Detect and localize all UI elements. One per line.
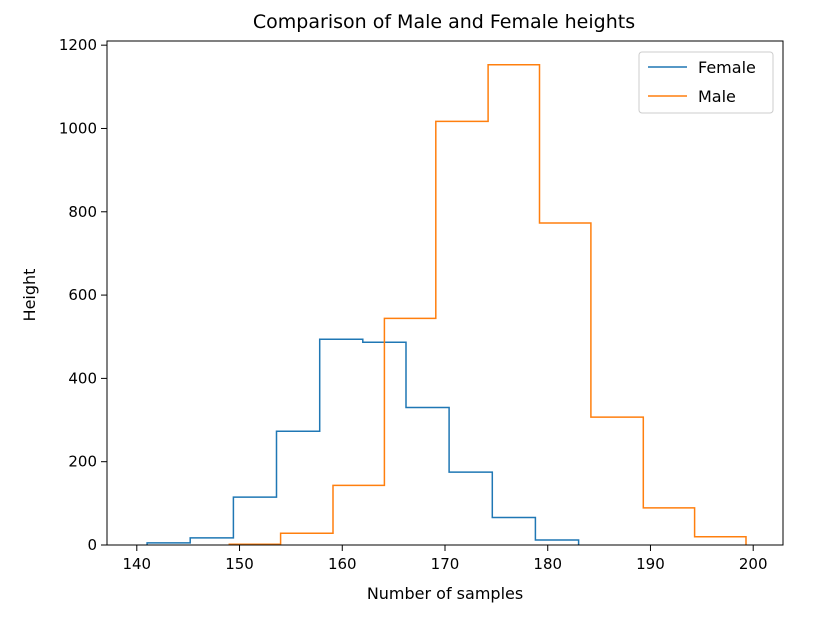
x-tick-label: 200 [739, 555, 768, 573]
legend-label-male: Male [698, 87, 736, 106]
series-male-histogram [228, 63, 747, 545]
y-axis-ticks: 0 200 400 600 800 1000 1200 [59, 36, 107, 554]
plot-frame [106, 40, 784, 546]
y-tick-label: 1200 [59, 36, 97, 54]
x-tick-label: 170 [431, 555, 460, 573]
y-tick-label: 600 [68, 286, 97, 304]
y-tick-label: 0 [87, 536, 97, 554]
y-tick-label: 200 [68, 453, 97, 471]
x-tick-label: 180 [533, 555, 562, 573]
y-tick-label: 1000 [59, 119, 97, 137]
x-tick-label: 190 [636, 555, 665, 573]
x-tick-label: 140 [122, 555, 151, 573]
legend-label-female: Female [698, 58, 756, 77]
x-axis-ticks: 140 150 160 170 180 190 200 [122, 545, 768, 573]
y-tick-label: 400 [68, 369, 97, 387]
x-tick-label: 160 [328, 555, 357, 573]
x-axis-label: Number of samples [367, 584, 523, 603]
series-female-histogram [146, 338, 580, 545]
x-tick-label: 150 [225, 555, 254, 573]
legend: Female Male [638, 51, 774, 114]
y-tick-label: 800 [68, 203, 97, 221]
plot-series [146, 63, 747, 545]
chart-title: Comparison of Male and Female heights [253, 11, 635, 33]
y-axis-label: Height [20, 269, 39, 322]
